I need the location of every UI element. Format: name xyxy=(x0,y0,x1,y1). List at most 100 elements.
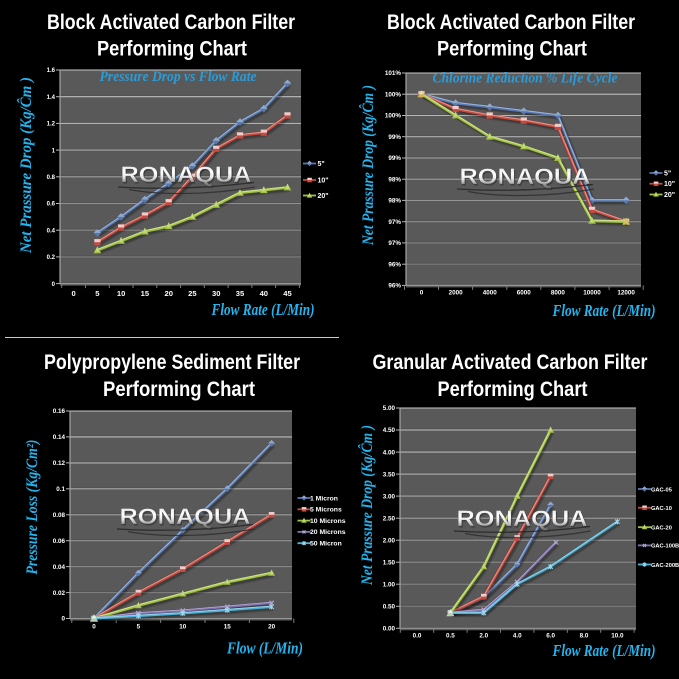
svg-text:20: 20 xyxy=(164,289,172,298)
svg-text:GAC-20: GAC-20 xyxy=(651,526,672,532)
svg-text:0.2: 0.2 xyxy=(47,255,56,261)
svg-text:Net Prassure Drop (Kg/Ĉm ): Net Prassure Drop (Kg/Ĉm ) xyxy=(18,77,35,254)
svg-text:50 Micron: 50 Micron xyxy=(310,541,342,548)
svg-text:0.50: 0.50 xyxy=(383,604,396,611)
svg-text:0: 0 xyxy=(92,624,96,631)
svg-text:100%: 100% xyxy=(385,91,402,98)
svg-text:Flow Rate (L/Min): Flow Rate (L/Min) xyxy=(552,641,656,660)
svg-text:4.00: 4.00 xyxy=(383,449,396,456)
svg-text:3.50: 3.50 xyxy=(383,471,396,478)
svg-text:99%: 99% xyxy=(388,134,401,141)
svg-text:0: 0 xyxy=(52,282,56,288)
svg-text:0: 0 xyxy=(61,616,65,623)
svg-text:10": 10" xyxy=(664,181,675,188)
svg-text:2000: 2000 xyxy=(449,289,464,296)
svg-text:GAC-100B: GAC-100B xyxy=(651,544,679,550)
svg-text:Flow Rate (L/Min): Flow Rate (L/Min) xyxy=(211,300,315,319)
svg-text:5.00: 5.00 xyxy=(383,405,396,412)
svg-text:35: 35 xyxy=(236,289,245,298)
svg-text:Polypropylene Sediment Filter: Polypropylene Sediment Filter xyxy=(44,350,301,374)
svg-text:Net Prassure Drop (Kg/Ĉm ): Net Prassure Drop (Kg/Ĉm ) xyxy=(359,425,376,586)
svg-text:97%: 97% xyxy=(388,219,401,226)
svg-text:6.0: 6.0 xyxy=(546,632,555,639)
svg-text:Performing Chart: Performing Chart xyxy=(97,37,247,61)
svg-text:RONAQUA: RONAQUA xyxy=(121,162,252,187)
svg-text:Chlorine Reduction % Life Cycl: Chlorine Reduction % Life Cycle xyxy=(433,71,618,87)
svg-text:100%: 100% xyxy=(385,113,402,120)
svg-text:RONAQUA: RONAQUA xyxy=(458,507,589,532)
svg-text:98%: 98% xyxy=(388,198,401,205)
svg-text:Pressure Loss (Kg/Cm²): Pressure Loss (Kg/Cm²) xyxy=(24,440,41,575)
svg-text:10": 10" xyxy=(318,177,329,184)
svg-text:10: 10 xyxy=(179,624,187,631)
svg-text:5": 5" xyxy=(664,170,671,177)
svg-text:15: 15 xyxy=(224,624,232,631)
svg-text:0.16: 0.16 xyxy=(53,408,66,415)
svg-text:96%: 96% xyxy=(388,283,401,290)
svg-text:0: 0 xyxy=(420,289,424,296)
svg-text:Block Activated Carbon Filter: Block Activated Carbon Filter xyxy=(47,10,296,34)
svg-text:0.4: 0.4 xyxy=(47,228,56,234)
svg-text:0: 0 xyxy=(71,289,75,298)
svg-text:5": 5" xyxy=(318,161,325,168)
svg-text:RONAQUA: RONAQUA xyxy=(460,164,591,189)
svg-text:RONAQUA: RONAQUA xyxy=(121,505,252,530)
svg-text:10.0: 10.0 xyxy=(611,632,624,639)
svg-text:30: 30 xyxy=(212,289,220,298)
svg-text:0.8: 0.8 xyxy=(47,175,56,181)
svg-text:12000: 12000 xyxy=(617,289,635,296)
svg-text:2.0: 2.0 xyxy=(479,632,488,639)
svg-text:99%: 99% xyxy=(388,155,401,162)
svg-text:0.5: 0.5 xyxy=(446,632,455,639)
svg-text:RONAQUA: RONAQUA xyxy=(457,506,588,531)
svg-text:8.0: 8.0 xyxy=(580,632,589,639)
svg-text:20: 20 xyxy=(268,624,276,631)
svg-text:1 Micron: 1 Micron xyxy=(310,495,338,502)
svg-text:25: 25 xyxy=(188,289,197,298)
svg-text:Granular Activated Carbon Filt: Granular Activated Carbon Filter xyxy=(373,350,649,374)
svg-text:0.12: 0.12 xyxy=(53,460,66,467)
svg-text:20": 20" xyxy=(664,192,675,199)
svg-text:Performing Chart: Performing Chart xyxy=(438,377,588,401)
svg-text:Pressure Drop vs Flow Rate: Pressure Drop vs Flow Rate xyxy=(100,69,257,85)
svg-text:0.00: 0.00 xyxy=(383,626,396,633)
svg-text:101%: 101% xyxy=(385,70,402,77)
svg-text:98%: 98% xyxy=(388,176,401,183)
svg-text:5 Microns: 5 Microns xyxy=(310,507,342,514)
svg-text:10: 10 xyxy=(117,289,125,298)
svg-text:97%: 97% xyxy=(388,240,401,247)
svg-text:0.14: 0.14 xyxy=(53,434,66,441)
svg-text:0.6: 0.6 xyxy=(47,202,56,208)
svg-text:1.4: 1.4 xyxy=(47,95,56,101)
svg-text:4.0: 4.0 xyxy=(513,632,522,639)
svg-text:3.00: 3.00 xyxy=(383,493,396,500)
svg-text:96%: 96% xyxy=(388,261,401,268)
svg-text:GAC-05: GAC-05 xyxy=(651,487,672,493)
svg-text:45: 45 xyxy=(283,289,292,298)
svg-text:0.08: 0.08 xyxy=(53,512,66,519)
svg-text:Flow Rate (L/Min): Flow Rate (L/Min) xyxy=(552,301,656,320)
svg-text:0.04: 0.04 xyxy=(53,564,66,571)
svg-text:4000: 4000 xyxy=(483,289,498,296)
svg-text:8000: 8000 xyxy=(551,289,566,296)
svg-text:GAC-200B: GAC-200B xyxy=(651,563,679,569)
svg-text:Net Prassure Drop (Kg/Ĉm ): Net Prassure Drop (Kg/Ĉm ) xyxy=(360,85,377,246)
svg-text:5: 5 xyxy=(137,624,141,631)
svg-text:1.50: 1.50 xyxy=(383,559,396,566)
svg-text:1.2: 1.2 xyxy=(47,122,56,128)
svg-text:0.02: 0.02 xyxy=(53,590,66,597)
svg-text:0.0: 0.0 xyxy=(413,632,422,639)
svg-text:RONAQUA: RONAQUA xyxy=(120,504,251,529)
svg-text:40: 40 xyxy=(260,289,268,298)
svg-text:GAC-10: GAC-10 xyxy=(651,506,672,512)
svg-text:10 Microns: 10 Microns xyxy=(310,518,346,525)
svg-text:Performing Chart: Performing Chart xyxy=(437,37,587,61)
svg-text:2.00: 2.00 xyxy=(383,537,396,544)
svg-text:1.6: 1.6 xyxy=(47,68,56,74)
svg-text:6000: 6000 xyxy=(517,289,532,296)
svg-text:5: 5 xyxy=(95,289,100,298)
svg-text:2.50: 2.50 xyxy=(383,515,396,522)
svg-text:1: 1 xyxy=(52,148,56,154)
svg-text:Block Activated Carbon Filter: Block Activated Carbon Filter xyxy=(387,10,636,34)
svg-text:4.50: 4.50 xyxy=(383,427,396,434)
